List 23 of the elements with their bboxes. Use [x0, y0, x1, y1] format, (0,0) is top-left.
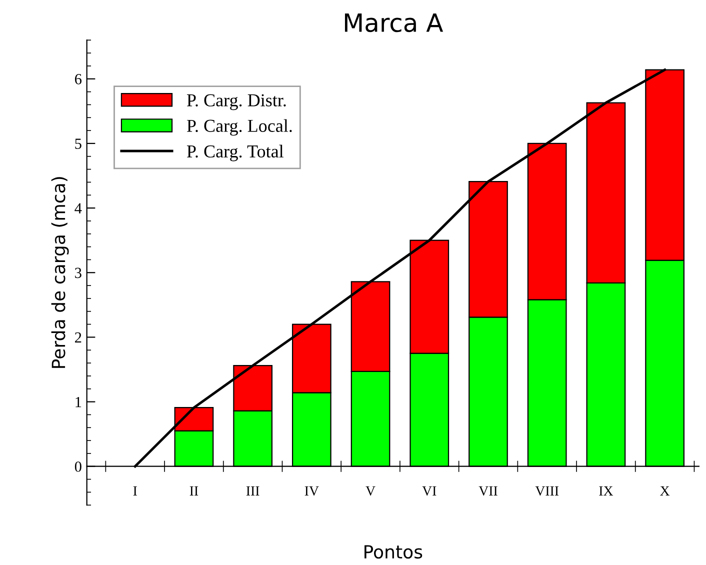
y-axis-title: Perda de carga (mca)	[51, 177, 69, 368]
legend-label: P. Carg. Distr.	[186, 94, 286, 110]
x-tick-label: IV	[304, 486, 319, 496]
legend-label: P. Carg. Total	[186, 144, 284, 162]
y-tick-label: 1	[76, 396, 82, 408]
y-tick-label: 6	[74, 74, 82, 84]
y-tick-label: 2	[75, 332, 82, 342]
x-tick-label: VIII	[535, 486, 559, 496]
y-tick-label: 3	[75, 268, 82, 278]
legend-label: P. Carg. Local.	[186, 119, 292, 136]
x-tick-label: I	[133, 486, 137, 496]
x-tick-label: IX	[599, 486, 614, 496]
y-tick-label: 5	[75, 138, 82, 149]
x-tick-label: V	[366, 486, 376, 496]
x-tick-label: II	[190, 486, 198, 496]
x-tick-label: VII	[478, 486, 498, 496]
chart-title: Marca A	[344, 14, 444, 32]
x-axis-title: Pontos	[364, 545, 422, 559]
y-tick-label: 4	[74, 203, 82, 214]
x-tick-label: III	[246, 486, 260, 496]
x-tick-label: VI	[422, 486, 436, 496]
x-tick-label: X	[660, 486, 670, 496]
y-tick-label: 0	[74, 462, 82, 472]
